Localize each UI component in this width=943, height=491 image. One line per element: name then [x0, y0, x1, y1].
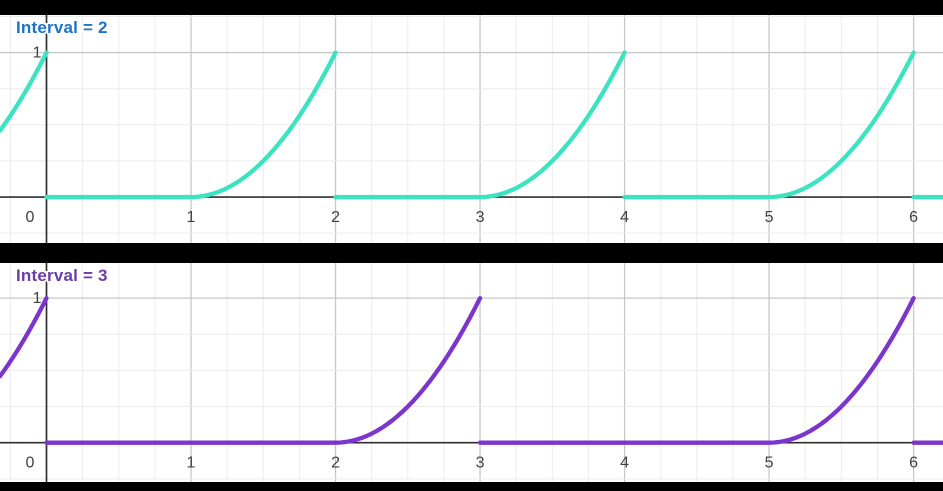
x-tick-label: 1 [187, 209, 196, 226]
graph-canvas-interval-3[interactable]: 0 1 2 3 4 5 6 1 [0, 263, 943, 482]
x-tick-label: 3 [476, 455, 485, 472]
graph-canvas-interval-2[interactable]: 0 1 2 3 4 5 6 1 [0, 15, 943, 243]
x-tick-label: 5 [765, 209, 774, 226]
x-tick-label: 2 [331, 455, 340, 472]
y-tick-label: 1 [33, 45, 42, 62]
y-tick-label: 1 [33, 290, 42, 307]
x-tick-label: 0 [26, 209, 35, 226]
x-tick-label: 6 [909, 455, 918, 472]
x-tick-label: 6 [909, 209, 918, 226]
x-tick-label: 2 [331, 209, 340, 226]
curve-interval-3[interactable] [0, 295, 943, 445]
x-tick-label: 4 [620, 455, 629, 472]
x-tick-label: 3 [476, 209, 485, 226]
x-tick-label: 5 [765, 455, 774, 472]
curve-interval-2[interactable] [0, 50, 943, 200]
x-tick-label: 0 [26, 455, 35, 472]
x-tick-label: 1 [187, 455, 196, 472]
x-tick-label: 4 [620, 209, 629, 226]
